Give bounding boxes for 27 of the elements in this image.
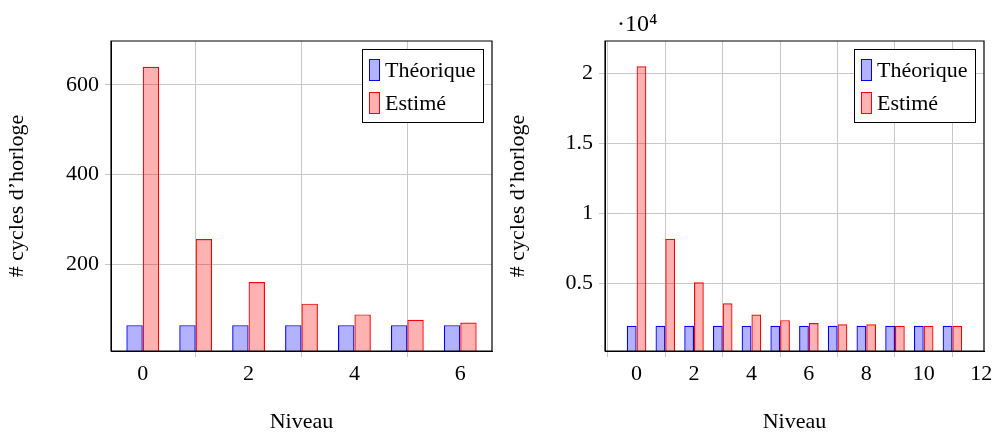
x-tick-label: 12 (970, 359, 993, 385)
x-axis-title: Niveau (762, 407, 827, 433)
y-tick-label: 400 (66, 160, 99, 186)
y-tick-label: 1 (582, 199, 593, 225)
x-tick-label: 4 (348, 359, 360, 385)
x-tick-label: 6 (803, 359, 815, 385)
x-tick-label: 0 (137, 359, 149, 385)
y-axis-title: # cycles d’horloge (2, 114, 28, 278)
legend-label: Estimé (877, 89, 939, 117)
y-tick-label: 200 (66, 249, 99, 275)
x-tick-label: 0 (631, 359, 643, 385)
x-tick-label: 8 (860, 359, 872, 385)
legend-label: Théorique (877, 56, 968, 84)
x-tick-label: 2 (688, 359, 700, 385)
x-tick-label: 10 (912, 359, 935, 385)
y-axis-title: # cycles d’horloge (503, 114, 529, 278)
legend-label: Théorique (385, 56, 476, 84)
y-tick-label: 1.5 (565, 129, 593, 155)
text: ·10⁴ (617, 10, 658, 37)
y-tick-label: 2 (582, 59, 593, 85)
y-tick-label: 600 (66, 70, 99, 96)
x-axis-title: Niveau (269, 407, 334, 433)
x-tick-label: 4 (745, 359, 757, 385)
x-tick-label: 6 (454, 359, 466, 385)
x-tick-label: 2 (243, 359, 255, 385)
y-tick-label: 0.5 (565, 269, 593, 295)
legend-label: Estimé (385, 89, 447, 117)
